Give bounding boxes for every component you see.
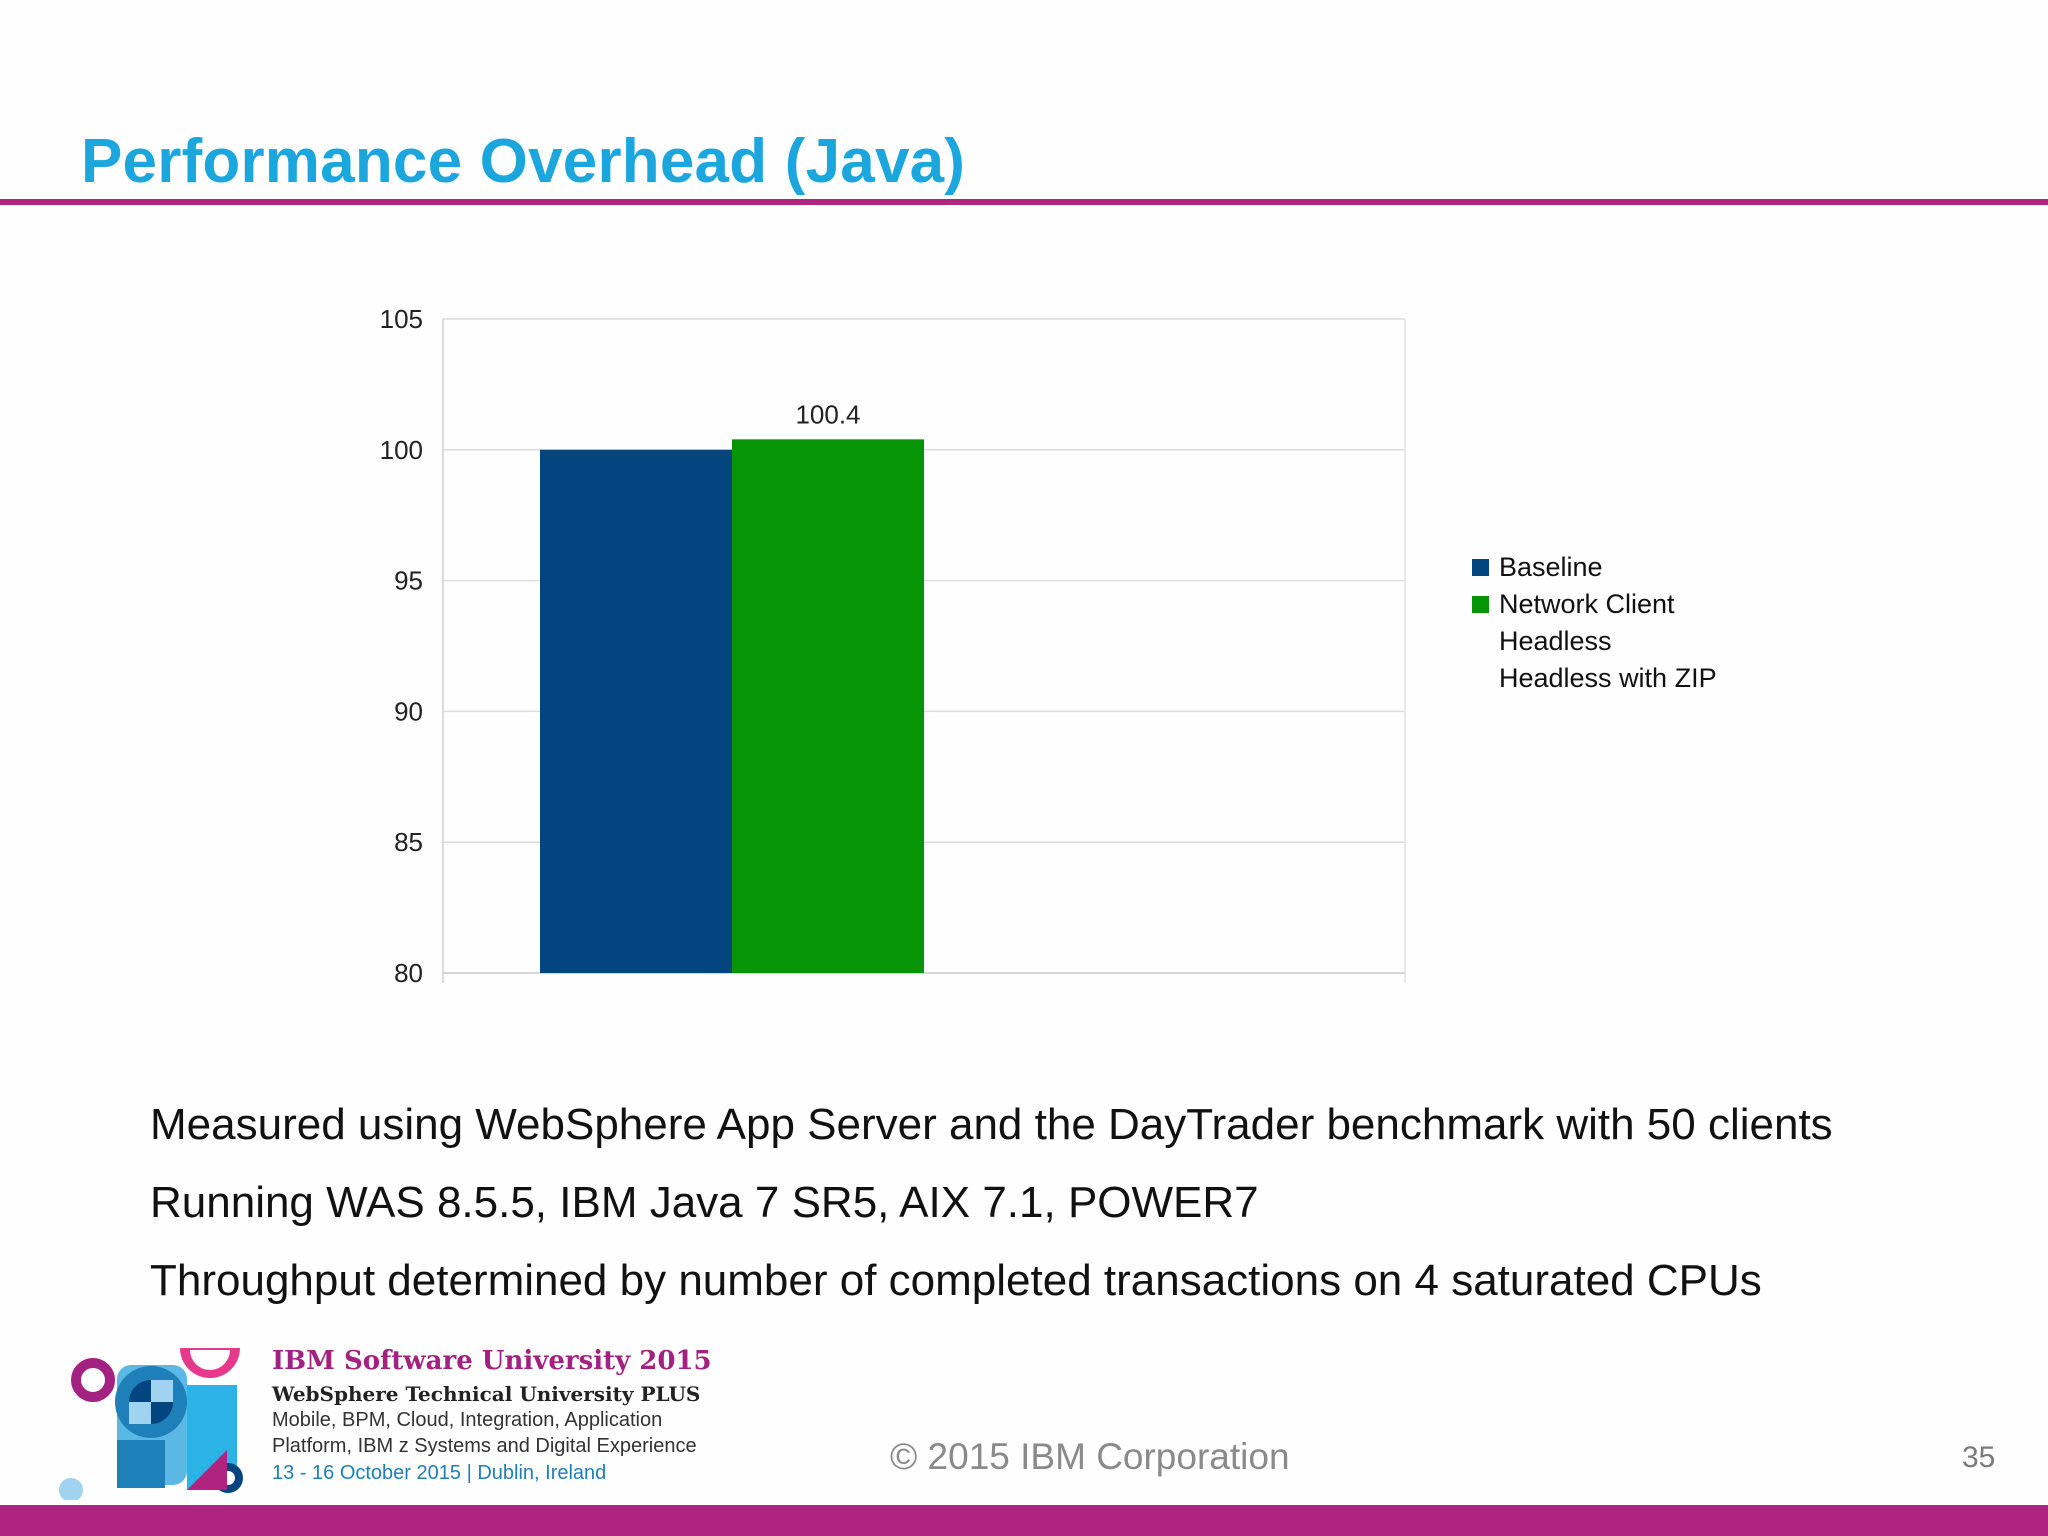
y-tick-label: 80: [394, 958, 423, 988]
throughput-bar-chart: 80 85 90 95 100 105 100.4 Baseline Network Clien…: [380, 304, 1717, 988]
data-label-network-client: 100.4: [795, 399, 860, 429]
event-topics-line-2: Platform, IBM z Systems and Digital Expe…: [272, 1435, 697, 1457]
bullet-list: Measured using WebSphere App Server and …: [150, 1086, 1833, 1320]
title-divider: [0, 199, 2048, 205]
ibm-software-university-logo-icon: [59, 1348, 243, 1500]
bullet-item: Measured using WebSphere App Server and …: [150, 1100, 1833, 1149]
event-topics-line-1: Mobile, BPM, Cloud, Integration, Applica…: [272, 1409, 663, 1431]
legend-label-headless: Headless: [1499, 626, 1612, 656]
legend-swatch-baseline: [1472, 559, 1489, 576]
bullet-item: Throughput determined by number of compl…: [150, 1256, 1762, 1305]
y-tick-label: 105: [380, 304, 423, 334]
y-tick-label: 90: [394, 696, 423, 726]
event-subtitle: WebSphere Technical University PLUS: [272, 1382, 701, 1406]
bar-baseline: [540, 449, 732, 973]
copyright: © 2015 IBM Corporation: [890, 1436, 1290, 1477]
legend-label-headless-with-zip: Headless with ZIP: [1499, 663, 1717, 693]
y-tick-label: 100: [380, 435, 423, 465]
page-number: 35: [1962, 1441, 1996, 1474]
legend-label-network-client: Network Client: [1499, 589, 1675, 619]
event-date-place: 13 - 16 October 2015 | Dublin, Ireland: [272, 1462, 607, 1484]
event-info: IBM Software University 2015 WebSphere T…: [272, 1346, 712, 1485]
legend-label-baseline: Baseline: [1499, 552, 1603, 582]
legend-swatch-network-client: [1472, 596, 1489, 613]
slide-title: Performance Overhead (Java): [81, 127, 966, 196]
event-title: IBM Software University 2015: [272, 1346, 712, 1376]
bottom-bar: [0, 1505, 2048, 1536]
bar-network-client: [732, 439, 924, 973]
y-tick-label: 85: [394, 827, 423, 857]
y-tick-label: 95: [394, 566, 423, 596]
bullet-item: Running WAS 8.5.5, IBM Java 7 SR5, AIX 7…: [150, 1178, 1259, 1227]
